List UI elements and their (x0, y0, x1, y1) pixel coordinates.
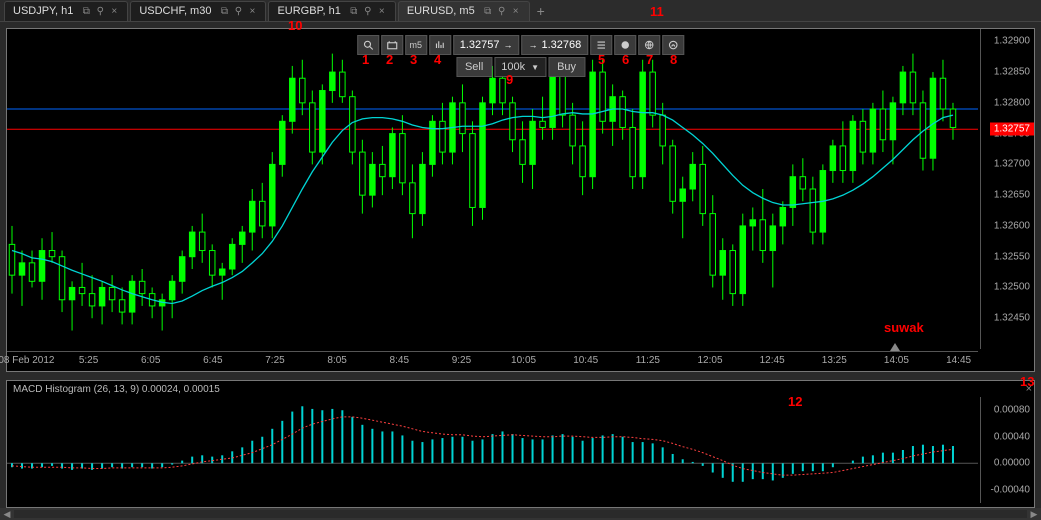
close-icon[interactable]: × (247, 6, 257, 16)
indicator-axis: -0.00040 0.00000 0.00040 0.00080 (980, 397, 1034, 503)
indicator-pane[interactable]: MACD Histogram (26, 13, 9) 0.00024, 0.00… (6, 380, 1035, 508)
time-tick: 10:45 (573, 355, 598, 366)
time-tick: 14:45 (946, 355, 971, 366)
time-tick: 12:45 (760, 355, 785, 366)
time-tick: 11:25 (636, 355, 660, 366)
popout-icon[interactable]: ⧉ (81, 6, 91, 16)
tab-label: EURUSD, m5 (407, 5, 475, 17)
buy-button[interactable]: Buy (548, 57, 585, 77)
workspace: 1.32450 1.32500 1.32550 1.32600 1.32650 1.327… (0, 22, 1041, 508)
price-tick: 1.32700 (994, 159, 1030, 170)
price-axis: 1.32450 1.32500 1.32550 1.32600 1.32650 1.327… (980, 29, 1034, 349)
price-tick: 1.32600 (994, 220, 1030, 231)
time-tick: 8:05 (327, 355, 346, 366)
popout-icon[interactable]: ⧉ (219, 6, 229, 16)
chart-settings-icon[interactable] (381, 35, 403, 55)
indicators-icon[interactable] (429, 35, 451, 55)
time-marker (890, 343, 900, 351)
tab-label: EURGBP, h1 (277, 5, 340, 17)
price-value: 1.32757 (460, 39, 500, 51)
current-price-badge: 1.32757 (990, 123, 1034, 136)
time-tick: 12:05 (697, 355, 722, 366)
timeframe-button[interactable]: m5 (405, 35, 427, 55)
time-tick: 13:25 (822, 355, 847, 366)
indicator-tick: 0.00080 (994, 405, 1030, 416)
time-tick: 14:05 (884, 355, 909, 366)
time-tick: 8:45 (390, 355, 409, 366)
price-tick: 1.32900 (994, 36, 1030, 47)
close-icon[interactable]: × (1026, 383, 1032, 395)
price-tick: 1.32800 (994, 97, 1030, 108)
scroll-track[interactable] (14, 510, 1027, 518)
tab-usdjpy[interactable]: USDJPY, h1 ⧉ ⚲ × (4, 1, 128, 21)
price-tick: 1.32650 (994, 190, 1030, 201)
chart-toolbar: m5 1.32757 → → 1.32768 (357, 35, 685, 55)
add-tab-button[interactable]: + (532, 2, 550, 20)
pin-icon[interactable]: ⚲ (363, 6, 373, 16)
time-tick: 10:05 (511, 355, 536, 366)
tab-label: USDCHF, m30 (139, 5, 211, 17)
price-tick: 1.32850 (994, 67, 1030, 78)
time-tick: 5:25 (79, 355, 98, 366)
indicator-tick: 0.00000 (994, 458, 1030, 469)
close-icon[interactable]: × (511, 6, 521, 16)
scroll-left-icon[interactable]: ◀ (0, 508, 14, 520)
pin-icon[interactable]: ⚲ (497, 6, 507, 16)
globe-icon[interactable] (638, 35, 660, 55)
sell-button[interactable]: Sell (456, 57, 492, 77)
time-axis: 08 Feb 20125:256:056:457:258:058:459:251… (7, 351, 978, 371)
indicator-canvas[interactable] (7, 397, 978, 503)
sell-price-display[interactable]: 1.32757 → (453, 35, 520, 55)
price-tick: 1.32500 (994, 282, 1030, 293)
tab-eurusd[interactable]: EURUSD, m5 ⧉ ⚲ × (398, 1, 530, 21)
price-value: 1.32768 (542, 39, 582, 51)
scroll-right-icon[interactable]: ▶ (1027, 508, 1041, 520)
tab-eurgbp[interactable]: EURGBP, h1 ⧉ ⚲ × (268, 1, 395, 21)
chevron-down-icon: ▼ (531, 63, 539, 72)
chart-canvas[interactable] (7, 29, 978, 349)
buy-price-display[interactable]: → 1.32768 (522, 35, 589, 55)
pin-icon[interactable]: ⚲ (95, 6, 105, 16)
time-tick: 08 Feb 2012 (0, 355, 54, 366)
time-tick: 7:25 (265, 355, 284, 366)
zoom-icon[interactable] (357, 35, 379, 55)
price-chart[interactable]: 1.32450 1.32500 1.32550 1.32600 1.32650 1.327… (6, 28, 1035, 372)
time-tick: 6:05 (141, 355, 160, 366)
link-icon[interactable] (614, 35, 636, 55)
indicator-tick: 0.00040 (994, 431, 1030, 442)
price-tick: 1.32550 (994, 251, 1030, 262)
info-icon[interactable] (662, 35, 684, 55)
indicator-tick: -0.00040 (991, 484, 1030, 495)
volume-select[interactable]: 100k ▼ (494, 57, 546, 77)
pin-icon[interactable]: ⚲ (233, 6, 243, 16)
price-tick: 1.32450 (994, 313, 1030, 324)
tab-bar: USDJPY, h1 ⧉ ⚲ × USDCHF, m30 ⧉ ⚲ × EURGB… (0, 0, 1041, 22)
popout-icon[interactable]: ⧉ (349, 6, 359, 16)
trade-panel: Sell 100k ▼ Buy (456, 57, 585, 77)
arrow-right-icon: → (529, 40, 538, 50)
horizontal-scrollbar[interactable]: ◀ ▶ (0, 508, 1041, 520)
popout-icon[interactable]: ⧉ (483, 6, 493, 16)
tab-usdchf[interactable]: USDCHF, m30 ⧉ ⚲ × (130, 1, 266, 21)
arrow-right-icon: → (504, 40, 513, 50)
indicator-label: MACD Histogram (26, 13, 9) 0.00024, 0.00… (13, 384, 220, 395)
orders-icon[interactable] (590, 35, 612, 55)
close-icon[interactable]: × (109, 6, 119, 16)
time-tick: 9:25 (452, 355, 471, 366)
tab-label: USDJPY, h1 (13, 5, 73, 17)
close-icon[interactable]: × (377, 6, 387, 16)
time-tick: 6:45 (203, 355, 222, 366)
